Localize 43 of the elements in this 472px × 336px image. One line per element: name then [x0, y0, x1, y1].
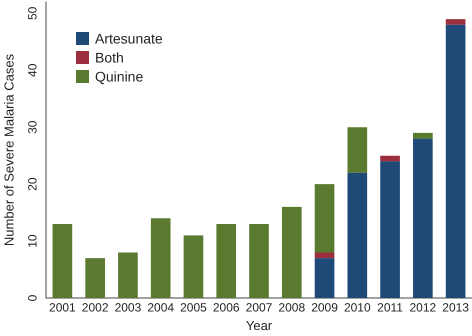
x-tick-label: 2006	[212, 300, 240, 315]
x-tick-label: 2007	[246, 300, 273, 315]
bar	[249, 224, 269, 298]
bar	[380, 156, 400, 162]
x-tick-label: 2002	[82, 300, 109, 315]
legend-label: Both	[95, 49, 124, 66]
bar	[184, 235, 204, 298]
bar	[118, 252, 138, 298]
x-tick-label: 2010	[344, 300, 371, 315]
bar	[314, 184, 334, 252]
x-tick-label: 2011	[377, 300, 404, 315]
y-tick-label: 30	[25, 120, 40, 134]
x-axis-title: Year	[246, 318, 273, 333]
bar	[413, 138, 433, 298]
bar	[314, 258, 334, 298]
y-tick-label: 10	[25, 234, 40, 248]
bar	[85, 258, 105, 298]
bar	[446, 24, 466, 298]
bar	[52, 224, 72, 298]
x-tick-label: 2013	[442, 300, 470, 315]
x-tick-label: 2005	[180, 300, 208, 315]
x-tick-label: 2012	[409, 300, 437, 315]
y-axis-title: Number of Severe Malaria Cases	[1, 53, 16, 246]
bar	[380, 161, 400, 298]
bar	[314, 252, 334, 258]
legend-label: Artesunate	[95, 30, 163, 46]
bar	[216, 224, 236, 298]
x-tick-label: 2003	[114, 300, 142, 315]
x-tick-label: 2004	[147, 300, 174, 315]
y-tick-label: 20	[25, 177, 40, 191]
y-tick-label: 50	[25, 6, 40, 20]
bar	[347, 127, 368, 173]
y-tick-label: 40	[25, 63, 40, 77]
legend-label: Quinine	[95, 68, 144, 84]
bar	[413, 132, 433, 139]
bar	[347, 172, 368, 298]
bar	[446, 19, 466, 25]
bar	[282, 206, 302, 298]
x-tick-label: 2008	[278, 300, 306, 315]
x-tick-label: 2001	[49, 300, 76, 315]
x-tick-label: 2009	[311, 300, 338, 315]
bar	[150, 218, 171, 298]
y-tick-label: 0	[25, 294, 40, 302]
